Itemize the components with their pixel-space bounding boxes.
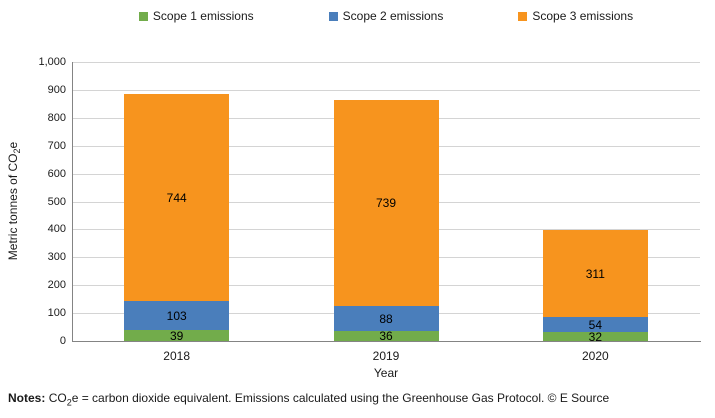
- bar-value-label: 88: [379, 311, 393, 326]
- bar-segment-2018-scope3: 744: [124, 93, 230, 302]
- bar-segment-2018-scope1: 39: [124, 328, 230, 343]
- x-axis-title: Year: [373, 366, 399, 380]
- footnote-text: CO: [48, 391, 67, 405]
- y-axis-title: Metric tonnes of CO2e: [6, 142, 22, 260]
- legend-item-scope3: Scope 3 emissions: [518, 10, 633, 22]
- footnote-text-rest: e = carbon dioxide equivalent. Emissions…: [71, 391, 610, 405]
- y-tick-label: 900: [47, 83, 66, 96]
- bar-segment-2020-scope3: 311: [542, 230, 648, 317]
- y-tick-label: 700: [47, 139, 66, 152]
- y-axis-title-suffix: e: [5, 141, 20, 149]
- legend-item-scope2: Scope 2 emissions: [328, 9, 444, 23]
- gridline: [72, 89, 700, 91]
- footnote: Notes: CO2e = carbon dioxide equivalent.…: [8, 391, 708, 407]
- bar-value-label: 36: [379, 328, 393, 343]
- y-tick-label: 400: [47, 223, 66, 236]
- y-tick-label: 600: [47, 167, 66, 180]
- bar-value-label: 739: [375, 196, 397, 211]
- legend-label: Scope 1 emissions: [152, 9, 254, 23]
- legend-color-swatch: [138, 11, 148, 21]
- x-tick-label: 2018: [163, 349, 190, 363]
- footnote-subscript: 2: [66, 397, 72, 408]
- bar-segment-2020-scope1: 32: [542, 329, 648, 344]
- x-tick-label: 2020: [581, 349, 609, 363]
- footnote-label: Notes:: [8, 391, 46, 405]
- x-axis-line: [72, 341, 701, 342]
- legend-item-scope1: Scope 1 emissions: [138, 9, 254, 23]
- bar-value-label: 54: [588, 317, 602, 332]
- legend-label: Scope 2 emissions: [342, 9, 444, 23]
- y-tick-label: 800: [47, 111, 66, 124]
- y-tick-label: 300: [47, 251, 66, 264]
- legend-label: Scope 3 emissions: [532, 9, 634, 23]
- y-tick-label: 200: [47, 279, 66, 292]
- bar-segment-2019-scope1: 36: [333, 328, 439, 343]
- bar-segment-2019-scope2: 88: [333, 306, 439, 331]
- x-tick-label: 2019: [372, 349, 400, 363]
- bar-segment-2020-scope2: 54: [542, 317, 648, 333]
- bar-value-label: 39: [169, 328, 184, 343]
- y-tick-label: 1,000: [38, 56, 66, 68]
- bar-value-label: 32: [588, 329, 602, 344]
- y-tick-label: 0: [59, 335, 66, 347]
- y-tick-label: 500: [47, 195, 66, 208]
- bar-value-label: 744: [166, 190, 187, 205]
- bar-value-label: 103: [166, 308, 187, 323]
- bar-segment-2019-scope3: 739: [333, 100, 439, 307]
- y-axis-line: [72, 62, 73, 341]
- gridline: [72, 62, 700, 63]
- y-axis-title-text: Metric tonnes of CO: [5, 153, 20, 261]
- bar-segment-2018-scope2: 103: [124, 301, 230, 331]
- y-tick-label: 100: [47, 307, 66, 320]
- legend-color-swatch: [328, 11, 338, 21]
- bar-value-label: 311: [585, 266, 605, 281]
- legend: Scope 1 emissions Scope 2 emissions Scope …: [72, 6, 700, 26]
- legend-color-swatch: [518, 11, 528, 21]
- y-axis-title-subscript: 2: [12, 148, 23, 154]
